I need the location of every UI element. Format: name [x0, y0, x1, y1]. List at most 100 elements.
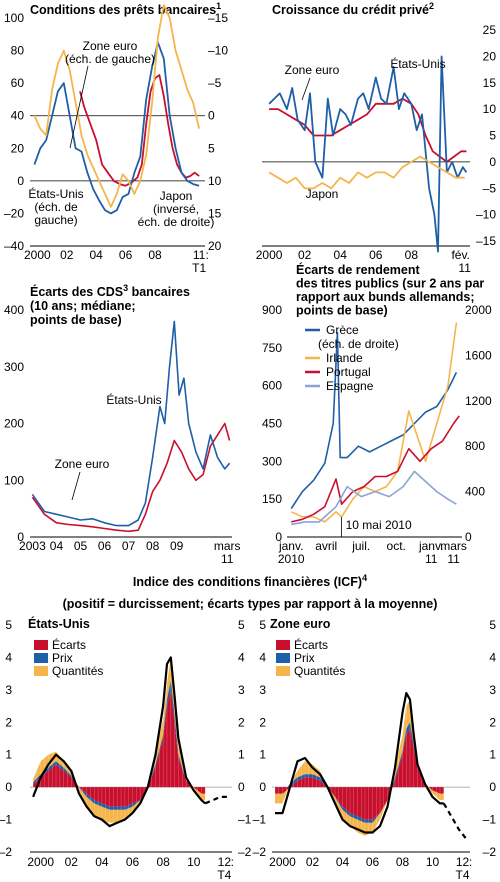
fci-us-legend-label: Quantités	[52, 664, 103, 678]
credit-right-tick: 25	[483, 23, 497, 37]
fci-eu-right-tick: 2	[489, 715, 496, 729]
yields-x-tick: janv.	[418, 539, 443, 553]
lending-title: Conditions des prêts bancaires1	[30, 1, 221, 17]
lending-series-us	[33, 41, 200, 215]
fci-us-left-tick: 5	[5, 618, 12, 632]
fci-eu-legend-label: Quantités	[294, 664, 345, 678]
fci-eu-x-tick: 10	[426, 855, 440, 869]
lending-x-tick: 2000	[24, 248, 51, 262]
yields-x-tick: avril	[315, 539, 337, 553]
lending-left-tick: –20	[4, 206, 24, 220]
credit-right-tick: –5	[483, 181, 497, 195]
yields-left-tick: 600	[262, 379, 282, 393]
lending-right-tick: –5	[208, 76, 222, 90]
credit-right-tick: –10	[476, 208, 496, 222]
fci-us-right-tick: 2	[238, 715, 245, 729]
cds-x-tick: 09	[170, 539, 184, 553]
yields-title-1: Écarts de rendement	[296, 262, 420, 277]
fci-eu-x-tick: 02	[306, 855, 320, 869]
credit-x-tick: 08	[405, 248, 419, 262]
fci-us-x-end-sep: :	[231, 855, 234, 869]
fci-us-right-tick: 3	[238, 683, 245, 697]
fci-eu-legend-label: Écarts	[294, 637, 328, 652]
cds-leader-eu	[71, 471, 81, 501]
fci-eu-right-tick: 3	[489, 683, 496, 697]
yields-left-tick: 300	[262, 454, 282, 468]
lending-x-tick: 06	[119, 248, 133, 262]
yields-legend-label: Grèce	[326, 323, 359, 337]
yields-x-tick: 2010	[278, 552, 305, 566]
fci-eu-left-tick: 3	[259, 683, 266, 697]
cds-series-us	[31, 320, 231, 527]
yields-left-tick: 750	[262, 341, 282, 355]
cds-left-tick: 400	[4, 303, 24, 317]
fci-us-left-tick: –2	[0, 845, 12, 859]
credit-right-tick: –15	[476, 234, 496, 248]
fci-us-right-tick: 5	[238, 618, 245, 632]
fci-eu-x-tick: 08	[396, 855, 410, 869]
fci-us-right-tick: 0	[238, 780, 245, 794]
lending-annot-jp-scale1: (inversé,	[153, 202, 199, 216]
fci-eu-label: Zone euro	[270, 617, 331, 631]
cds-x-mars: mars	[214, 539, 241, 553]
fci-eu-legend-label: Prix	[294, 651, 315, 665]
fci-us-left-tick: 2	[5, 715, 12, 729]
credit-x-tick: 06	[369, 248, 383, 262]
fci-us-legend-label: Prix	[52, 651, 73, 665]
lending-right-tick: –15	[208, 11, 228, 25]
yields-title-4: points de base)	[296, 304, 388, 318]
fci-us-fci-projection	[204, 795, 229, 805]
credit-annot-eu: Zone euro	[285, 63, 340, 77]
lending-left-tick: 100	[4, 11, 24, 25]
credit-leader-eu	[301, 77, 311, 101]
yields-right-tick: 800	[465, 439, 485, 453]
yields-left-tick: 0	[275, 530, 282, 544]
lending-x-tick: 08	[148, 248, 162, 262]
fci-us-right-tick: 1	[238, 748, 245, 762]
credit-x-end2: 11	[458, 261, 471, 275]
credit-x-tick: 2000	[256, 248, 283, 262]
fci-us-legend-swatch	[34, 653, 48, 663]
cds-title-1: Écarts des CDS3 bancaires	[30, 283, 190, 299]
credit-x-tick: 04	[334, 248, 348, 262]
fci-eu-left-tick: 2	[259, 715, 266, 729]
fci-eu-right-tick: –1	[483, 813, 497, 827]
credit-title: Croissance du crédit privé2	[272, 1, 434, 17]
lending-annot-us-scale1: (éch. de	[34, 200, 78, 214]
credit-series-jp	[268, 155, 465, 190]
cds-left-tick: 100	[4, 473, 24, 487]
credit-annot-us: États-Unis	[390, 56, 445, 71]
yields-title-3: rapport aux bunds allemands;	[296, 290, 475, 304]
lending-series-jp	[33, 4, 200, 208]
lending-annot-eu: Zone euro	[83, 39, 138, 53]
lending-right-tick: 20	[208, 239, 222, 253]
fci-eu-x-end-label: T4	[455, 868, 469, 882]
fci-us-right-tick: –2	[238, 845, 252, 859]
lending-left-tick: 60	[11, 76, 25, 90]
lending-left-tick: 0	[17, 174, 24, 188]
yields-right-tick: 1200	[465, 394, 492, 408]
cds-series-eu	[31, 422, 231, 533]
fci-subtitle: (positif = durcissement; écarts types pa…	[63, 597, 438, 611]
lending-x-tick: 02	[60, 248, 74, 262]
lending-right-tick: 10	[208, 174, 222, 188]
cds-left-tick: 300	[4, 360, 24, 374]
lending-right-tick: 15	[208, 206, 222, 220]
fci-us-legend-swatch	[34, 640, 48, 650]
cds-x-tick: 08	[146, 539, 160, 553]
lending-leader-eu	[69, 65, 89, 149]
cds-x-tick: 06	[98, 539, 112, 553]
yields-series-pt	[291, 415, 460, 523]
yields-x-tick: 11	[425, 552, 438, 566]
credit-x-end1: fév.	[451, 248, 469, 262]
credit-annot-jp: Japon	[306, 187, 339, 201]
fci-us-x-tick: 02	[65, 855, 79, 869]
fci-us-left-tick: 4	[5, 650, 12, 664]
yields-series-es	[291, 470, 457, 526]
fci-eu-right-tick: –2	[483, 845, 497, 859]
fci-us-x-tick: 2000	[27, 855, 54, 869]
lending-annot-jp-scale2: éch. de droite)	[138, 215, 215, 229]
fci-eu-legend-swatch	[276, 640, 290, 650]
yields-series-gr	[290, 331, 458, 510]
